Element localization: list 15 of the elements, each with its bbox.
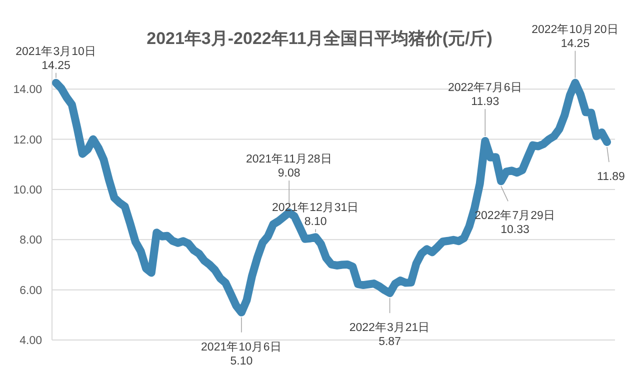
annotation: 2022年10月20日 14.25 bbox=[532, 22, 619, 50]
annotation: 2022年7月6日 11.93 bbox=[448, 81, 522, 108]
annotation: 2021年3月10日 14.25 bbox=[16, 44, 96, 72]
y-tick-label: 12.00 bbox=[13, 134, 42, 146]
annotation: 2021年10月6日 5.10 bbox=[201, 340, 282, 368]
annotation: 2021年12月31日 8.10 bbox=[272, 201, 360, 228]
y-tick-label: 8.00 bbox=[20, 234, 42, 247]
y-tick-label: 4.00 bbox=[20, 335, 42, 347]
annotation: 2021年11月28日 9.08 bbox=[246, 152, 332, 180]
annotation: 11.89 bbox=[597, 171, 625, 184]
y-tick-label: 6.00 bbox=[20, 284, 42, 297]
y-tick-label: 14.00 bbox=[13, 84, 42, 96]
annotation: 2022年3月21日 5.87 bbox=[349, 321, 430, 348]
chart-title: 2021年3月-2022年11月全国日平均猪价(元/斤) bbox=[146, 29, 492, 48]
y-tick-label: 10.00 bbox=[13, 184, 42, 196]
